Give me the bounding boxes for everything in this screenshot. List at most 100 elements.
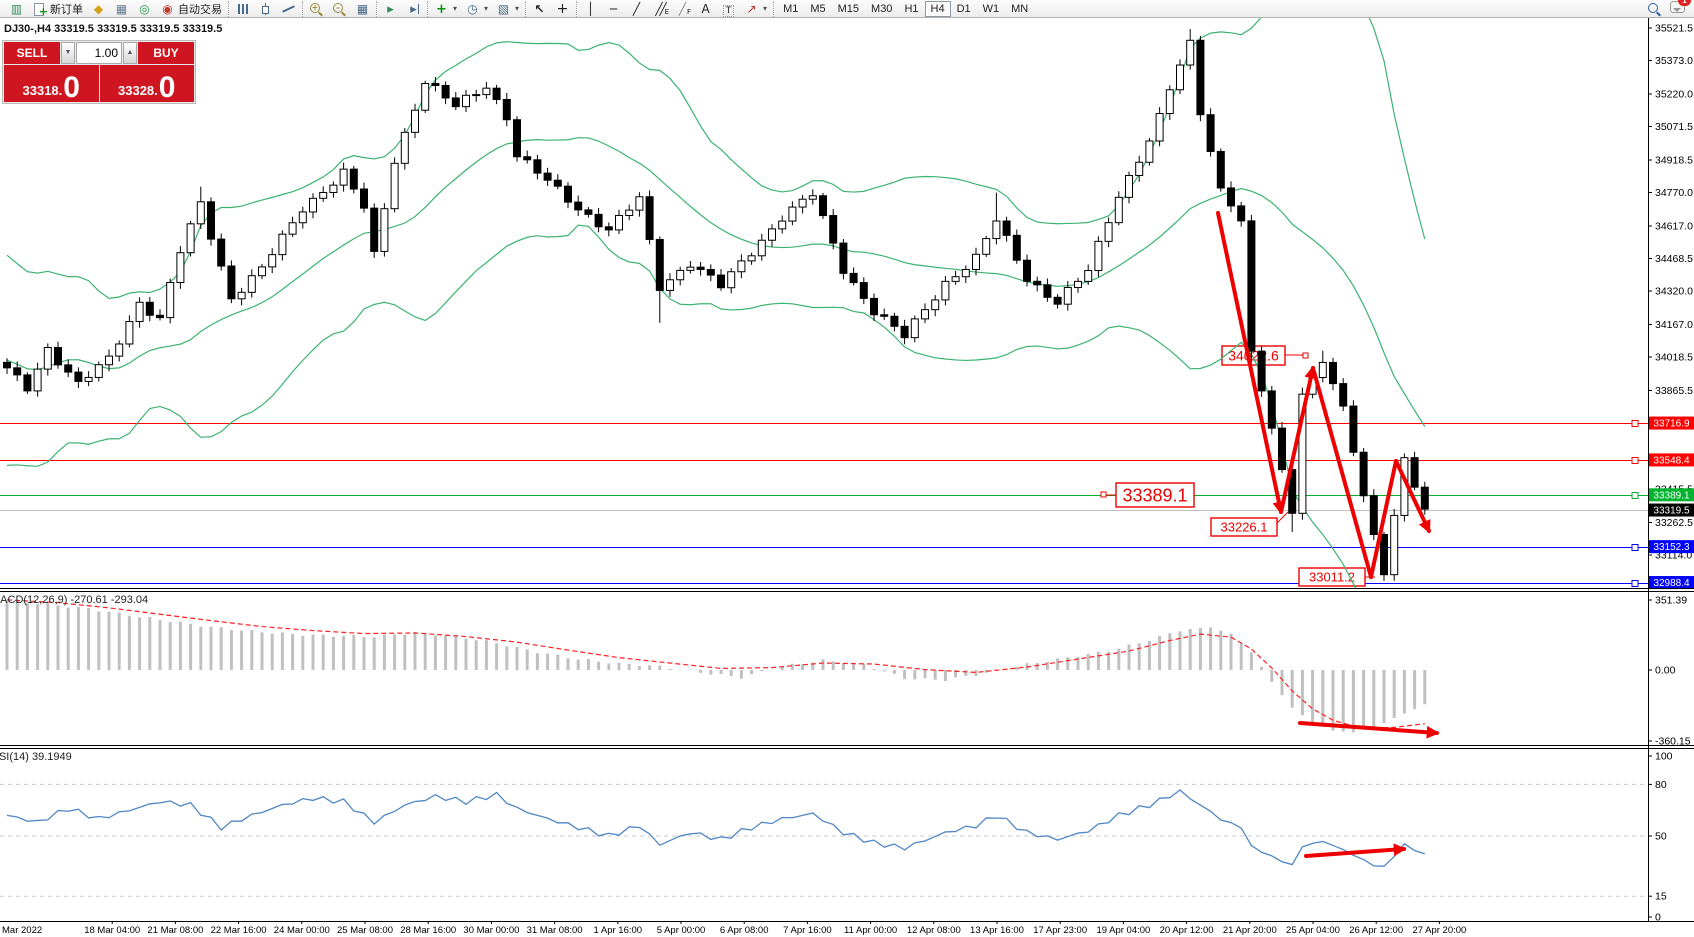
tile-windows-icon	[355, 2, 370, 16]
timeframe-button-m5[interactable]: M5	[810, 2, 826, 15]
sell-price-pips: 0	[63, 71, 80, 104]
timeframe-button-h4[interactable]: H4	[924, 0, 951, 17]
market-watch-icon[interactable]	[87, 0, 110, 18]
toolbar-left: 新订单 自动交易 ▾ ▾ ▾ ▾	[3, 0, 773, 19]
trend-arrows[interactable]	[1216, 211, 1431, 579]
one-click-trading-panel: SELL ▼ ▲ BUY 33318. 0 33328. 0	[2, 40, 196, 104]
auto-trading-button-icon	[160, 2, 175, 16]
macd-pane[interactable]: 351.39 0.00 -360.15	[5, 595, 1691, 748]
chart-shift-icon[interactable]	[402, 0, 425, 18]
line-handle[interactable]	[1631, 580, 1639, 587]
time-label: 31 Mar 08:00	[527, 925, 583, 936]
annotation-34022.6[interactable]: 34022.6	[1221, 345, 1309, 366]
candlesticks[interactable]	[3, 29, 1429, 582]
trendline-icon	[629, 2, 644, 16]
timeframe-button-d1[interactable]: D1	[956, 2, 971, 15]
svg-text:100: 100	[1655, 751, 1673, 763]
rsi-pane[interactable]: 100 80 50 15 0	[0, 751, 1673, 924]
auto-scroll-icon[interactable]	[379, 0, 402, 18]
line-handle[interactable]	[1631, 492, 1639, 499]
notification-badge: 1	[1678, 0, 1691, 6]
data-window-icon[interactable]	[110, 0, 133, 18]
volume-increase-button[interactable]: ▲	[123, 42, 137, 64]
line-handle[interactable]	[1631, 544, 1639, 551]
sell-price-main: 33318.	[22, 83, 63, 98]
notifications-button[interactable]: 1	[1670, 0, 1691, 16]
fibonacci-icon[interactable]	[671, 0, 694, 19]
annotation-33011.2[interactable]: 33011.2	[1298, 567, 1375, 587]
toolbar-group-insert: ▾ ▾ ▾	[427, 0, 525, 18]
buy-button[interactable]: BUY	[138, 42, 194, 64]
time-label: 28 Mar 16:00	[400, 925, 456, 936]
line-chart-icon[interactable]	[277, 0, 300, 18]
market-watch-icon	[91, 2, 106, 16]
zoom-out-icon	[332, 2, 347, 16]
zoom-in-icon[interactable]	[305, 0, 328, 18]
toolbar-group-standard: 新订单 自动交易	[3, 0, 228, 19]
vertical-line-icon[interactable]	[579, 0, 602, 18]
time-label: 11 Apr 00:00	[844, 925, 897, 936]
text-icon[interactable]	[694, 0, 717, 18]
text-label-icon[interactable]	[717, 0, 740, 18]
new-order-button-icon	[32, 2, 48, 19]
svg-text:80: 80	[1655, 779, 1667, 791]
candlestick-chart-icon[interactable]	[254, 0, 277, 18]
price-badge-32988.4: 32988.4	[1653, 578, 1690, 589]
rsi-indicator-label: RSI(14) 39.1949	[0, 751, 72, 763]
rsi-arrow[interactable]	[1304, 843, 1407, 858]
buy-price[interactable]: 33328. 0	[99, 65, 194, 103]
time-label: 1 Apr 16:00	[593, 925, 642, 936]
sell-button[interactable]: SELL	[4, 42, 60, 64]
line-handle[interactable]	[1631, 457, 1639, 464]
auto-trading-button[interactable]: 自动交易	[156, 0, 226, 19]
chart-background[interactable]	[0, 18, 1694, 937]
rsi-line	[6, 789, 1426, 867]
cursor-icon	[532, 2, 547, 16]
trendline-icon[interactable]	[625, 0, 648, 18]
signals-icon[interactable]	[133, 0, 156, 18]
macd-arrow[interactable]	[1298, 721, 1440, 739]
signals-icon	[137, 2, 152, 16]
equidistant-channel-icon	[652, 2, 669, 19]
chevron-down-icon: ▾	[515, 4, 520, 13]
time-label: 25 Apr 04:00	[1286, 925, 1340, 936]
zoom-in-icon	[309, 2, 324, 16]
new-order-button[interactable]: 新订单	[28, 0, 87, 19]
templates-icon[interactable]: ▾	[492, 0, 523, 18]
bar-chart-icon[interactable]	[231, 0, 254, 18]
timeframe-button-w1[interactable]: W1	[982, 2, 1000, 15]
periods-icon[interactable]: ▾	[461, 0, 492, 18]
timeframe-button-h1[interactable]: H1	[904, 2, 919, 15]
buy-price-main: 33328.	[118, 83, 158, 98]
timeframe-button-mn[interactable]: MN	[1011, 2, 1029, 15]
equidistant-channel-icon[interactable]	[648, 0, 671, 19]
arrows-icon[interactable]: ▾	[740, 0, 771, 18]
timeframe-button-m30[interactable]: M30	[871, 2, 893, 15]
svg-text:34918.5: 34918.5	[1655, 155, 1693, 167]
annotation-33389.1[interactable]: 33389.1	[1100, 482, 1195, 508]
volume-decrease-button[interactable]: ▼	[61, 42, 75, 64]
tile-windows-icon[interactable]	[351, 0, 374, 18]
zoom-out-icon[interactable]	[328, 0, 351, 18]
price-badge-33152.3: 33152.3	[1653, 542, 1690, 553]
svg-text:35373.0: 35373.0	[1655, 55, 1693, 67]
indicators-icon[interactable]: ▾	[430, 0, 461, 18]
search-icon[interactable]	[1647, 2, 1662, 16]
horizontal-line-icon[interactable]	[602, 0, 625, 18]
line-handle[interactable]	[1631, 420, 1639, 427]
volume-input[interactable]	[76, 42, 122, 64]
new-order-button-label: 新订单	[50, 3, 83, 16]
cursor-icon[interactable]	[528, 0, 551, 18]
charts-icon[interactable]	[5, 0, 28, 18]
annotation-33226.1[interactable]: 33226.1	[1210, 511, 1289, 537]
sell-price[interactable]: 33318. 0	[4, 65, 99, 104]
price-label-annotations[interactable]: 34022.6 33389.1 33226.1 33011.2	[1100, 345, 1375, 587]
time-axis[interactable]: Mar 2022 18 Mar 04:00 21 Mar 08:00 22 Mar 1…	[2, 921, 1466, 936]
bar-chart-icon	[235, 2, 250, 16]
time-label: 17 Apr 23:00	[1033, 925, 1087, 936]
timeframe-button-m15[interactable]: M15	[837, 2, 860, 15]
crosshair-icon[interactable]	[551, 0, 574, 18]
timeframe-button-m1[interactable]: M1	[783, 2, 799, 15]
